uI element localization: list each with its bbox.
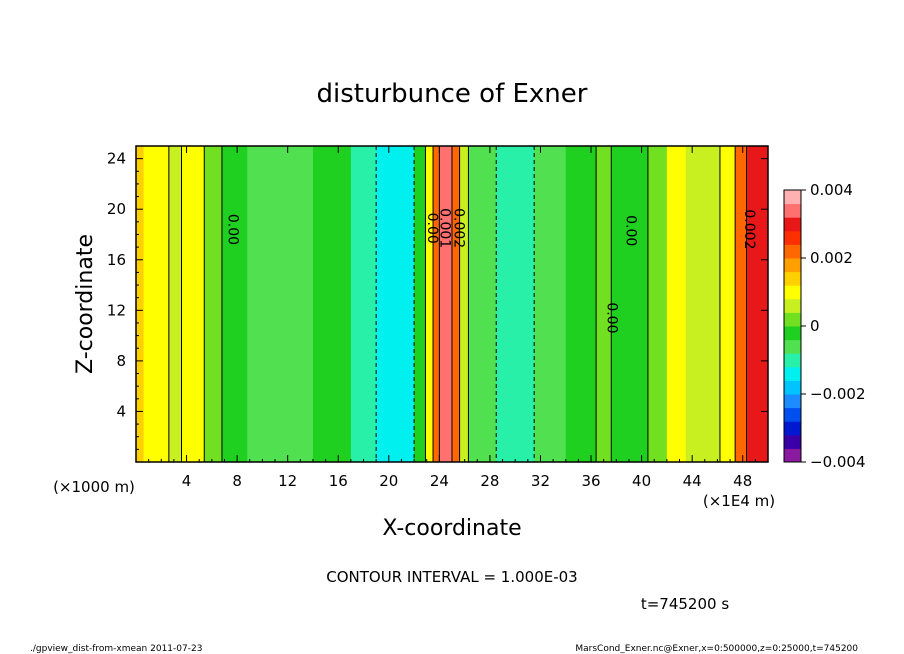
y-tick-label: 16 (107, 251, 126, 269)
colorbar-swatch (784, 285, 801, 300)
field-band (596, 146, 612, 462)
x-tick-label: 24 (430, 472, 449, 490)
y-axis-label: Z-coordinate (73, 234, 98, 374)
contour-lines (168, 146, 748, 462)
field-band (746, 146, 768, 462)
y-tick-label: 4 (116, 402, 126, 420)
colorbar-swatch (784, 271, 801, 286)
field-band (168, 146, 183, 462)
x-axis-ticks: 4 8 12 16 20 24 28 32 36 40 44 48 (148, 146, 756, 490)
field-band (565, 146, 597, 462)
x-tick-label: 36 (581, 472, 600, 490)
colorbar-swatch (784, 258, 801, 273)
y-tick-label: 24 (107, 150, 126, 168)
footer-left: ./gpview_dist-from-xmean 2011-07-23 (30, 644, 202, 654)
x-tick-label: 40 (632, 472, 651, 490)
contour-label: 0.00 (622, 215, 638, 246)
colorbar-swatch (784, 230, 801, 245)
colorbar-tick-label: −0.002 (810, 385, 866, 403)
field-band (275, 146, 314, 462)
colorbar-ticks: 0.004 0.002 0 −0.002 −0.004 (801, 181, 866, 471)
x-tick-label: 32 (531, 472, 550, 490)
colorbar-swatch (784, 339, 801, 354)
contour-label: 0.001 (437, 208, 453, 248)
y-tick-label: 8 (116, 352, 126, 370)
x-tick-label: 20 (379, 472, 398, 490)
field-band (312, 146, 352, 462)
colorbar-swatch (784, 312, 801, 327)
field-band (425, 146, 434, 462)
field-band (647, 146, 668, 462)
x-tick-label: 44 (683, 472, 702, 490)
field-band (719, 146, 736, 462)
field-band (376, 146, 415, 462)
field-band (439, 146, 453, 462)
colorbar-swatch (784, 190, 801, 205)
colorbar-swatch (784, 203, 801, 218)
x-tick-label: 48 (733, 472, 752, 490)
contour-label: 0.002 (451, 208, 467, 248)
contour-label: 0.00 (603, 302, 619, 333)
field-band (247, 146, 276, 462)
x-tick-label: 4 (182, 472, 192, 490)
x-unit-right: (×1E4 m) (703, 492, 775, 510)
field-band (534, 146, 567, 462)
contour-label: 0.002 (741, 209, 757, 249)
colorbar-swatch (784, 448, 801, 463)
colorbar-swatch (784, 326, 801, 341)
field-band (468, 146, 497, 462)
colorbar-swatch (784, 244, 801, 259)
colorbar-tick-label: 0 (810, 317, 820, 335)
field-band (666, 146, 687, 462)
field-band (452, 146, 461, 462)
time-text: t=745200 s (641, 595, 729, 613)
colorbar-swatch (784, 298, 801, 313)
colorbar-swatch (784, 434, 801, 449)
x-tick-label: 8 (232, 472, 242, 490)
field-band (685, 146, 721, 462)
field-band (496, 146, 535, 462)
field-band (433, 146, 440, 462)
y-tick-label: 20 (107, 200, 126, 218)
chart-title: disturbunce of Exner (317, 79, 588, 109)
y-axis-ticks: 4 8 12 16 20 24 (107, 150, 768, 450)
x-unit-left: (×1000 m) (53, 478, 135, 496)
colorbar-swatch (784, 421, 801, 436)
field-band (611, 146, 649, 462)
colorbar-tick-label: 0.002 (810, 249, 853, 267)
colorbar-swatch (784, 217, 801, 232)
field-band (459, 146, 469, 462)
contour-label: 0.00 (224, 214, 240, 245)
x-tick-label: 28 (480, 472, 499, 490)
colorbar-tick-label: 0.004 (810, 181, 853, 199)
contour-interval-text: CONTOUR INTERVAL = 1.000E-03 (326, 568, 577, 586)
x-tick-label: 12 (278, 472, 297, 490)
field-band (350, 146, 377, 462)
colorbar-swatch (784, 394, 801, 409)
contour-label: 0.00 (424, 213, 440, 244)
field-band (151, 146, 170, 462)
field-band (136, 146, 145, 462)
field-band (221, 146, 248, 462)
field-band (181, 146, 205, 462)
field-band (414, 146, 426, 462)
x-axis-label: X-coordinate (382, 516, 521, 541)
colorbar-tick-label: −0.004 (810, 453, 866, 471)
colorbar-swatch (784, 366, 801, 381)
colorbar-swatch (784, 380, 801, 395)
x-tick-label: 16 (329, 472, 348, 490)
y-tick-label: 12 (107, 301, 126, 319)
field-band (735, 146, 748, 462)
field-band (204, 146, 223, 462)
colorbar (784, 190, 801, 463)
field-band (143, 146, 152, 462)
colorbar-swatch (784, 407, 801, 422)
colorbar-swatch (784, 353, 801, 368)
footer-right: MarsCond_Exner.nc@Exner,x=0:500000,z=0:2… (575, 644, 858, 654)
field-bands (136, 146, 768, 462)
